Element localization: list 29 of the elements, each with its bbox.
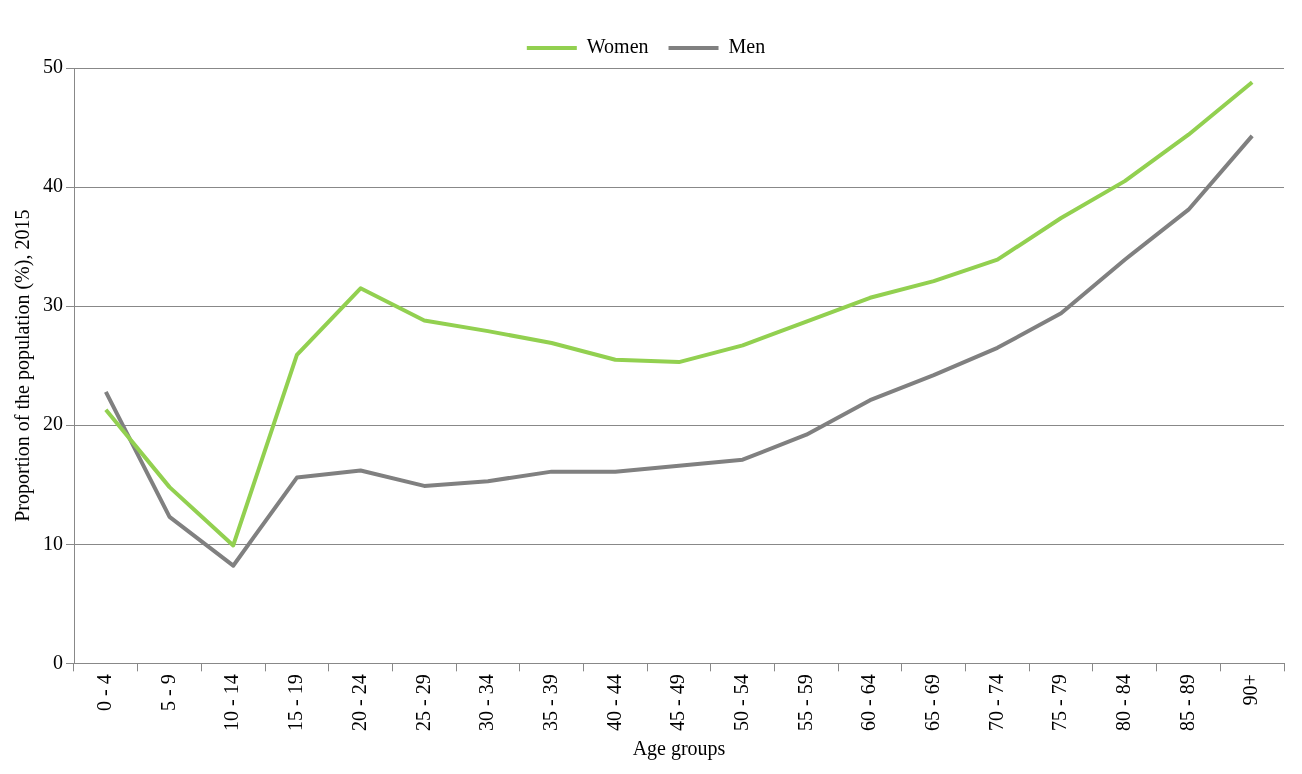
y-tick-label: 10	[43, 531, 63, 554]
x-axis-title: Age groups	[632, 737, 726, 761]
x-tick-label: 75 - 79	[1048, 674, 1071, 732]
y-tick-label: 30	[43, 293, 63, 316]
y-axis-title: Proportion of the population (%), 2015	[11, 209, 35, 522]
x-tick-label: 85 - 89	[1175, 674, 1198, 732]
legend-label: Women	[586, 35, 649, 58]
x-tick-label: 35 - 39	[538, 674, 561, 732]
x-tick-label: 15 - 19	[284, 674, 307, 732]
y-tick-label: 50	[43, 55, 63, 78]
x-tick-label: 30 - 34	[475, 674, 498, 732]
x-tick-label: 25 - 29	[411, 674, 434, 732]
x-tick-label: 90+	[1239, 674, 1262, 706]
x-tick-label: 50 - 54	[729, 674, 752, 732]
x-tick-label: 5 - 9	[156, 674, 179, 712]
y-tick-label: 40	[43, 174, 63, 197]
x-tick-label: 40 - 44	[602, 674, 625, 732]
y-tick-label: 0	[53, 650, 63, 673]
x-tick-label: 10 - 14	[220, 674, 243, 732]
x-tick-label: 65 - 69	[920, 674, 943, 732]
y-tick-label: 20	[43, 412, 63, 435]
x-tick-label: 70 - 74	[984, 674, 1007, 732]
x-tick-label: 0 - 4	[93, 674, 116, 712]
x-tick-label: 80 - 84	[1112, 674, 1135, 732]
x-tick-label: 60 - 64	[857, 674, 880, 732]
x-tick-label: 55 - 59	[793, 674, 816, 732]
x-tick-label: 45 - 49	[666, 674, 689, 732]
legend-label: Men	[728, 35, 766, 58]
x-tick-label: 20 - 24	[347, 674, 370, 732]
